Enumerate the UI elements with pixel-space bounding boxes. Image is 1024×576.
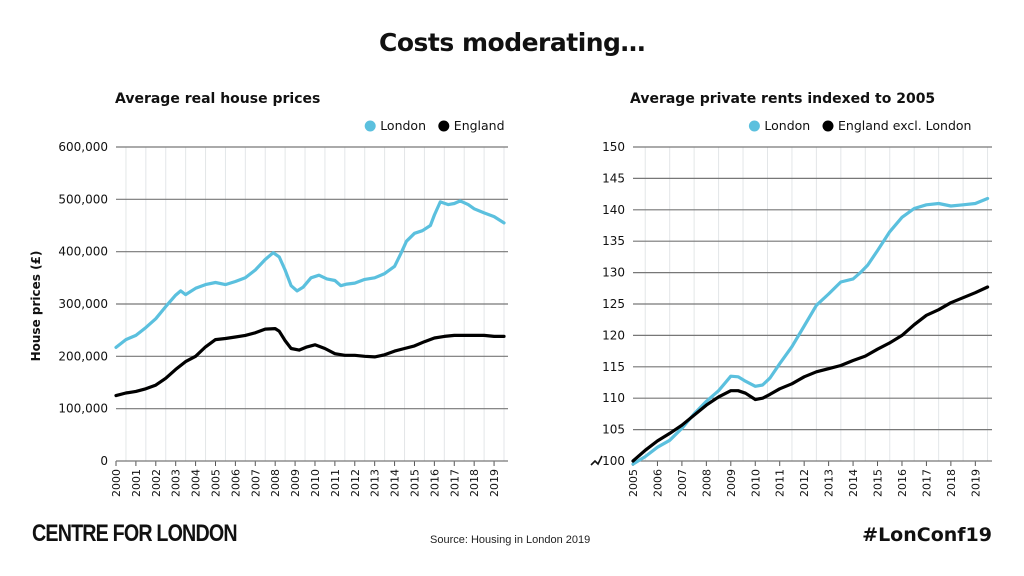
legend-label: England bbox=[454, 118, 505, 133]
x-tick-label: 2015 bbox=[408, 469, 421, 497]
x-tick-label: 2008 bbox=[700, 469, 713, 497]
x-tick-label: 2010 bbox=[749, 469, 762, 497]
x-tick-label: 2011 bbox=[774, 469, 787, 497]
x-tick-label: 2009 bbox=[289, 469, 302, 497]
x-tick-label: 2017 bbox=[920, 469, 933, 497]
legend-swatch-icon bbox=[364, 120, 376, 132]
series-line-london bbox=[114, 199, 506, 349]
x-tick-label: 2012 bbox=[349, 469, 362, 497]
x-tick-label: 2019 bbox=[969, 469, 982, 497]
legend-swatch-icon bbox=[748, 120, 760, 132]
x-tick-label: 2019 bbox=[488, 469, 501, 497]
x-tick-label: 2003 bbox=[170, 469, 183, 497]
conference-hashtag: #LonConf19 bbox=[862, 524, 992, 546]
x-tick-label: 2016 bbox=[896, 469, 909, 497]
x-tick-label: 2018 bbox=[468, 469, 481, 497]
y-tick-label: 135 bbox=[602, 234, 625, 248]
y-tick-label: 0 bbox=[100, 454, 108, 468]
y-tick-label: 120 bbox=[602, 328, 625, 342]
y-tick-label: 200,000 bbox=[58, 349, 108, 363]
series-line-england-excl-london bbox=[631, 285, 990, 463]
series-line-london bbox=[631, 196, 990, 466]
y-tick-label: 130 bbox=[602, 266, 625, 280]
x-tick-label: 2001 bbox=[130, 469, 143, 497]
x-tick-label: 2006 bbox=[651, 469, 664, 497]
y-tick-label: 100,000 bbox=[58, 402, 108, 416]
x-tick-label: 2010 bbox=[309, 469, 322, 497]
x-tick-label: 2009 bbox=[725, 469, 738, 497]
y-tick-label: 400,000 bbox=[58, 245, 108, 259]
x-tick-label: 2013 bbox=[823, 469, 836, 497]
source-note: Source: Housing in London 2019 bbox=[430, 534, 591, 546]
x-tick-label: 2004 bbox=[190, 469, 203, 497]
y-tick-label: 115 bbox=[602, 360, 625, 374]
x-tick-label: 2007 bbox=[676, 469, 689, 497]
y-tick-label: 110 bbox=[602, 391, 625, 405]
legend-label: London bbox=[764, 118, 810, 133]
main-title: Costs moderating… bbox=[379, 28, 645, 57]
series-line-england bbox=[114, 327, 506, 398]
x-tick-label: 2007 bbox=[249, 469, 262, 497]
x-tick-label: 2008 bbox=[269, 469, 282, 497]
x-tick-label: 2013 bbox=[369, 469, 382, 497]
x-tick-label: 2005 bbox=[209, 469, 222, 497]
y-tick-label: 145 bbox=[602, 171, 625, 185]
x-tick-label: 2016 bbox=[428, 469, 441, 497]
y-tick-label: 300,000 bbox=[58, 297, 108, 311]
axis-break-icon bbox=[590, 455, 603, 466]
x-tick-label: 2011 bbox=[329, 469, 342, 497]
x-tick-label: 2018 bbox=[945, 469, 958, 497]
x-tick-label: 2015 bbox=[872, 469, 885, 497]
y-tick-label: 105 bbox=[602, 423, 625, 437]
x-tick-label: 2000 bbox=[110, 469, 123, 497]
legend-label: London bbox=[380, 118, 426, 133]
y-tick-label: 125 bbox=[602, 297, 625, 311]
y-tick-label: 100 bbox=[602, 454, 625, 468]
x-tick-label: 2002 bbox=[150, 469, 163, 497]
x-tick-label: 2014 bbox=[847, 469, 860, 497]
y-tick-label: 140 bbox=[602, 203, 625, 217]
legend-swatch-icon bbox=[438, 120, 450, 132]
y-tick-label: 600,000 bbox=[58, 140, 108, 154]
x-tick-label: 2005 bbox=[627, 469, 640, 497]
rents-title: Average private rents indexed to 2005 bbox=[630, 91, 935, 107]
x-tick-label: 2017 bbox=[448, 469, 461, 497]
centre-for-london-logo: CENTRE FOR LONDON bbox=[32, 520, 238, 547]
x-tick-label: 2006 bbox=[229, 469, 242, 497]
y-tick-label: 150 bbox=[602, 140, 625, 154]
house-prices-title: Average real house prices bbox=[115, 91, 320, 107]
x-tick-label: 2014 bbox=[389, 469, 402, 497]
y-axis-label: House prices (£) bbox=[29, 251, 43, 362]
legend-label: England excl. London bbox=[838, 118, 971, 133]
x-tick-label: 2012 bbox=[798, 469, 811, 497]
legend-swatch-icon bbox=[822, 120, 834, 132]
y-tick-label: 500,000 bbox=[58, 192, 108, 206]
